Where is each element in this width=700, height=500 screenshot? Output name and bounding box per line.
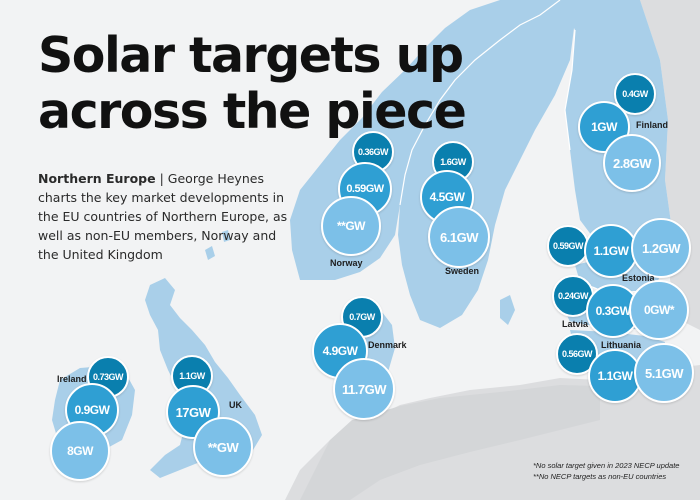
country-label-sweden: Sweden bbox=[445, 266, 480, 276]
sweden-target-2050: 6.1GW bbox=[428, 206, 490, 268]
uk-target-2050: **GW bbox=[193, 417, 253, 477]
country-label-uk: UK bbox=[229, 400, 242, 410]
estonia-target-2050: 1.2GW bbox=[631, 218, 691, 278]
footnote-no-solar-target: *No solar target given in 2023 NECP upda… bbox=[533, 461, 680, 470]
latvia-target-2024: 0.24GW bbox=[552, 275, 594, 317]
intro-paragraph: Northern Europe | George Heynes charts t… bbox=[38, 169, 288, 264]
footnote-no-necp-target: **No NECP targets as non-EU countries bbox=[533, 472, 667, 481]
intro-region: Northern Europe bbox=[38, 171, 156, 186]
northern-isles-shape bbox=[205, 230, 230, 260]
country-label-denmark: Denmark bbox=[368, 340, 407, 350]
country-label-estonia: Estonia bbox=[622, 273, 655, 283]
country-label-lithuania: Lithuania bbox=[601, 340, 641, 350]
ireland-target-2050: 8GW bbox=[50, 421, 110, 481]
intro-separator: | bbox=[159, 171, 164, 186]
lithuania-target-2030: 1.1GW bbox=[588, 349, 642, 403]
country-label-ireland: Ireland bbox=[57, 374, 87, 384]
norway-target-2050: **GW bbox=[321, 196, 381, 256]
country-label-finland: Finland bbox=[636, 120, 668, 130]
lithuania-target-2050: 5.1GW bbox=[634, 343, 694, 403]
country-label-norway: Norway bbox=[330, 258, 363, 268]
page-title: Solar targets up across the piece bbox=[38, 27, 467, 140]
intro-text: George Heynes charts the key market deve… bbox=[38, 171, 288, 262]
gotland-shape bbox=[500, 295, 515, 325]
estonia-target-2024: 0.59GW bbox=[547, 225, 589, 267]
estonia-target-2030: 1.1GW bbox=[584, 224, 638, 278]
finland-target-2050: 2.8GW bbox=[603, 134, 661, 192]
latvia-target-2050: 0GW* bbox=[629, 280, 689, 340]
denmark-target-2050: 11.7GW bbox=[333, 358, 395, 420]
country-label-latvia: Latvia bbox=[562, 319, 589, 329]
